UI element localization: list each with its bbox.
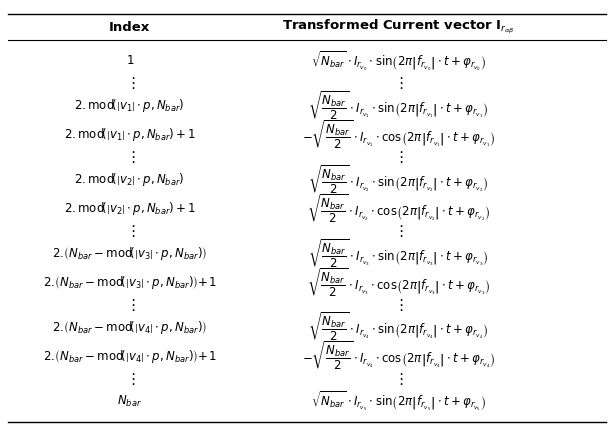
Text: $2.\!\left(N_{bar}-\mathrm{mod}\!\left(\left|v_4\right|\cdot p,N_{bar}\right)\ri: $2.\!\left(N_{bar}-\mathrm{mod}\!\left(\… [43, 348, 217, 365]
Text: $\sqrt{\dfrac{N_{bar}}{2}}\cdot I_{r_{v_3}}\cdot\cos\!\left(2\pi\left|f_{r_{v_3}: $\sqrt{\dfrac{N_{bar}}{2}}\cdot I_{r_{v_… [307, 266, 491, 299]
Text: $N_{bar}$: $N_{bar}$ [117, 394, 142, 409]
Text: Index: Index [109, 21, 150, 34]
Text: $\vdots$: $\vdots$ [125, 371, 135, 387]
Text: $-\sqrt{\dfrac{N_{bar}}{2}}\cdot I_{r_{v_1}}\cdot\cos\!\left(2\pi\left|f_{r_{v_1: $-\sqrt{\dfrac{N_{bar}}{2}}\cdot I_{r_{v… [302, 119, 495, 151]
Text: $\sqrt{N_{bar}}\cdot I_{r_{v_0}}\cdot\sin\!\left(2\pi\left|f_{r_{v_0}}\right|\cd: $\sqrt{N_{bar}}\cdot I_{r_{v_0}}\cdot\si… [311, 49, 486, 73]
Text: $\sqrt{\dfrac{N_{bar}}{2}}\cdot I_{r_{v_2}}\cdot\cos\!\left(2\pi\left|f_{r_{v_2}: $\sqrt{\dfrac{N_{bar}}{2}}\cdot I_{r_{v_… [307, 192, 491, 225]
Text: $\sqrt{N_{bar}}\cdot I_{r_{v_5}}\cdot\sin\!\left(2\pi\left|f_{r_{v_5}}\right|\cd: $\sqrt{N_{bar}}\cdot I_{r_{v_5}}\cdot\si… [311, 390, 486, 413]
Text: $2.\mathrm{mod}\!\left(\left|v_2\right|\cdot p,N_{bar}\right)$: $2.\mathrm{mod}\!\left(\left|v_2\right|\… [74, 171, 185, 188]
Text: Transformed Current vector $\mathbf{I}_{r_{\alpha\beta}}$: Transformed Current vector $\mathbf{I}_{… [282, 18, 515, 36]
Text: $-\sqrt{\dfrac{N_{bar}}{2}}\cdot I_{r_{v_4}}\cdot\cos\!\left(2\pi\left|f_{r_{v_4: $-\sqrt{\dfrac{N_{bar}}{2}}\cdot I_{r_{v… [302, 340, 495, 372]
Text: $\vdots$: $\vdots$ [394, 149, 404, 165]
Text: $\sqrt{\dfrac{N_{bar}}{2}}\cdot I_{r_{v_2}}\cdot\sin\!\left(2\pi\left|f_{r_{v_2}: $\sqrt{\dfrac{N_{bar}}{2}}\cdot I_{r_{v_… [308, 163, 489, 196]
Text: $2.\mathrm{mod}\!\left(\left|v_2\right|\cdot p,N_{bar}\right)+1$: $2.\mathrm{mod}\!\left(\left|v_2\right|\… [64, 200, 196, 217]
Text: $\sqrt{\dfrac{N_{bar}}{2}}\cdot I_{r_{v_1}}\cdot\sin\!\left(2\pi\left|f_{r_{v_1}: $\sqrt{\dfrac{N_{bar}}{2}}\cdot I_{r_{v_… [308, 89, 489, 122]
Text: $1$: $1$ [125, 54, 134, 67]
Text: $2.\!\left(N_{bar}-\mathrm{mod}\!\left(\left|v_4\right|\cdot p,N_{bar}\right)\ri: $2.\!\left(N_{bar}-\mathrm{mod}\!\left(\… [52, 319, 208, 336]
Text: $\vdots$: $\vdots$ [125, 297, 135, 313]
Text: $\vdots$: $\vdots$ [394, 223, 404, 239]
Text: $2.\mathrm{mod}\!\left(\left|v_1\right|\cdot p,N_{bar}\right)+1$: $2.\mathrm{mod}\!\left(\left|v_1\right|\… [64, 126, 196, 143]
Text: $\vdots$: $\vdots$ [394, 75, 404, 92]
Text: $\vdots$: $\vdots$ [125, 223, 135, 239]
Text: $\sqrt{\dfrac{N_{bar}}{2}}\cdot I_{r_{v_4}}\cdot\sin\!\left(2\pi\left|f_{r_{v_4}: $\sqrt{\dfrac{N_{bar}}{2}}\cdot I_{r_{v_… [308, 311, 489, 343]
Text: $\sqrt{\dfrac{N_{bar}}{2}}\cdot I_{r_{v_3}}\cdot\sin\!\left(2\pi\left|f_{r_{v_3}: $\sqrt{\dfrac{N_{bar}}{2}}\cdot I_{r_{v_… [308, 237, 489, 270]
Text: $\vdots$: $\vdots$ [394, 297, 404, 313]
Text: $2.\mathrm{mod}\!\left(\left|v_1\right|\cdot p,N_{bar}\right)$: $2.\mathrm{mod}\!\left(\left|v_1\right|\… [74, 97, 185, 114]
Text: $\vdots$: $\vdots$ [394, 371, 404, 387]
Text: $2.\!\left(N_{bar}-\mathrm{mod}\!\left(\left|v_3\right|\cdot p,N_{bar}\right)\ri: $2.\!\left(N_{bar}-\mathrm{mod}\!\left(\… [43, 274, 217, 291]
Text: $2.\!\left(N_{bar}-\mathrm{mod}\!\left(\left|v_3\right|\cdot p,N_{bar}\right)\ri: $2.\!\left(N_{bar}-\mathrm{mod}\!\left(\… [52, 245, 208, 262]
Text: $\vdots$: $\vdots$ [125, 149, 135, 165]
Text: $\vdots$: $\vdots$ [125, 75, 135, 92]
